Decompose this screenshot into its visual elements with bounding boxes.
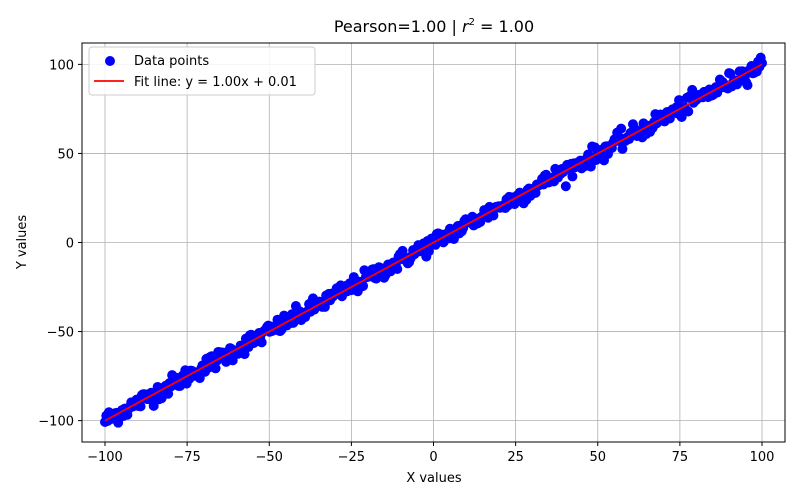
legend-label-fit-line: Fit line: y = 1.00x + 0.01 [134,75,297,90]
y-tick-label: 100 [49,58,74,73]
x-tick-label: 0 [429,450,437,465]
data-point [423,246,434,257]
grid [82,43,785,442]
data-point [392,263,403,274]
ticks: −100 −75 −50 −25 0 25 50 75 100 −100 −50 0 50 100 [38,58,774,465]
y-axis-label: Y values [15,215,30,271]
x-tick-label: 25 [507,450,524,465]
data-point [742,80,753,91]
y-tick-label: −100 [38,415,74,430]
data-point [617,143,628,154]
legend-scatter-marker [105,56,115,66]
legend: Data points Fit line: y = 1.00x + 0.01 [88,46,316,96]
data-point [725,68,736,79]
x-tick-label: −50 [256,450,283,465]
data-point [616,123,627,134]
fit-line [104,63,763,422]
data-point [683,106,694,117]
data-point [560,181,571,192]
data-point [358,280,369,291]
y-tick-label: −50 [47,326,74,341]
x-tick-label: −75 [173,450,200,465]
x-axis-label: X values [406,471,462,486]
y-tick-label: 50 [57,147,74,162]
x-tick-label: −100 [87,450,123,465]
x-tick-label: 100 [750,450,775,465]
x-tick-label: 50 [589,450,606,465]
y-tick-label: 0 [66,237,74,252]
data-point [567,171,578,182]
data-point [135,401,146,412]
legend-label-data-points: Data points [134,54,209,69]
data-point [210,363,221,374]
x-tick-label: 75 [672,450,689,465]
data-point [256,337,267,348]
legend-box [88,46,316,96]
fit-line-layer [104,63,763,422]
chart-title: Pearson=1.00 | r2 = 1.00 [334,17,534,36]
x-tick-label: −25 [338,450,365,465]
